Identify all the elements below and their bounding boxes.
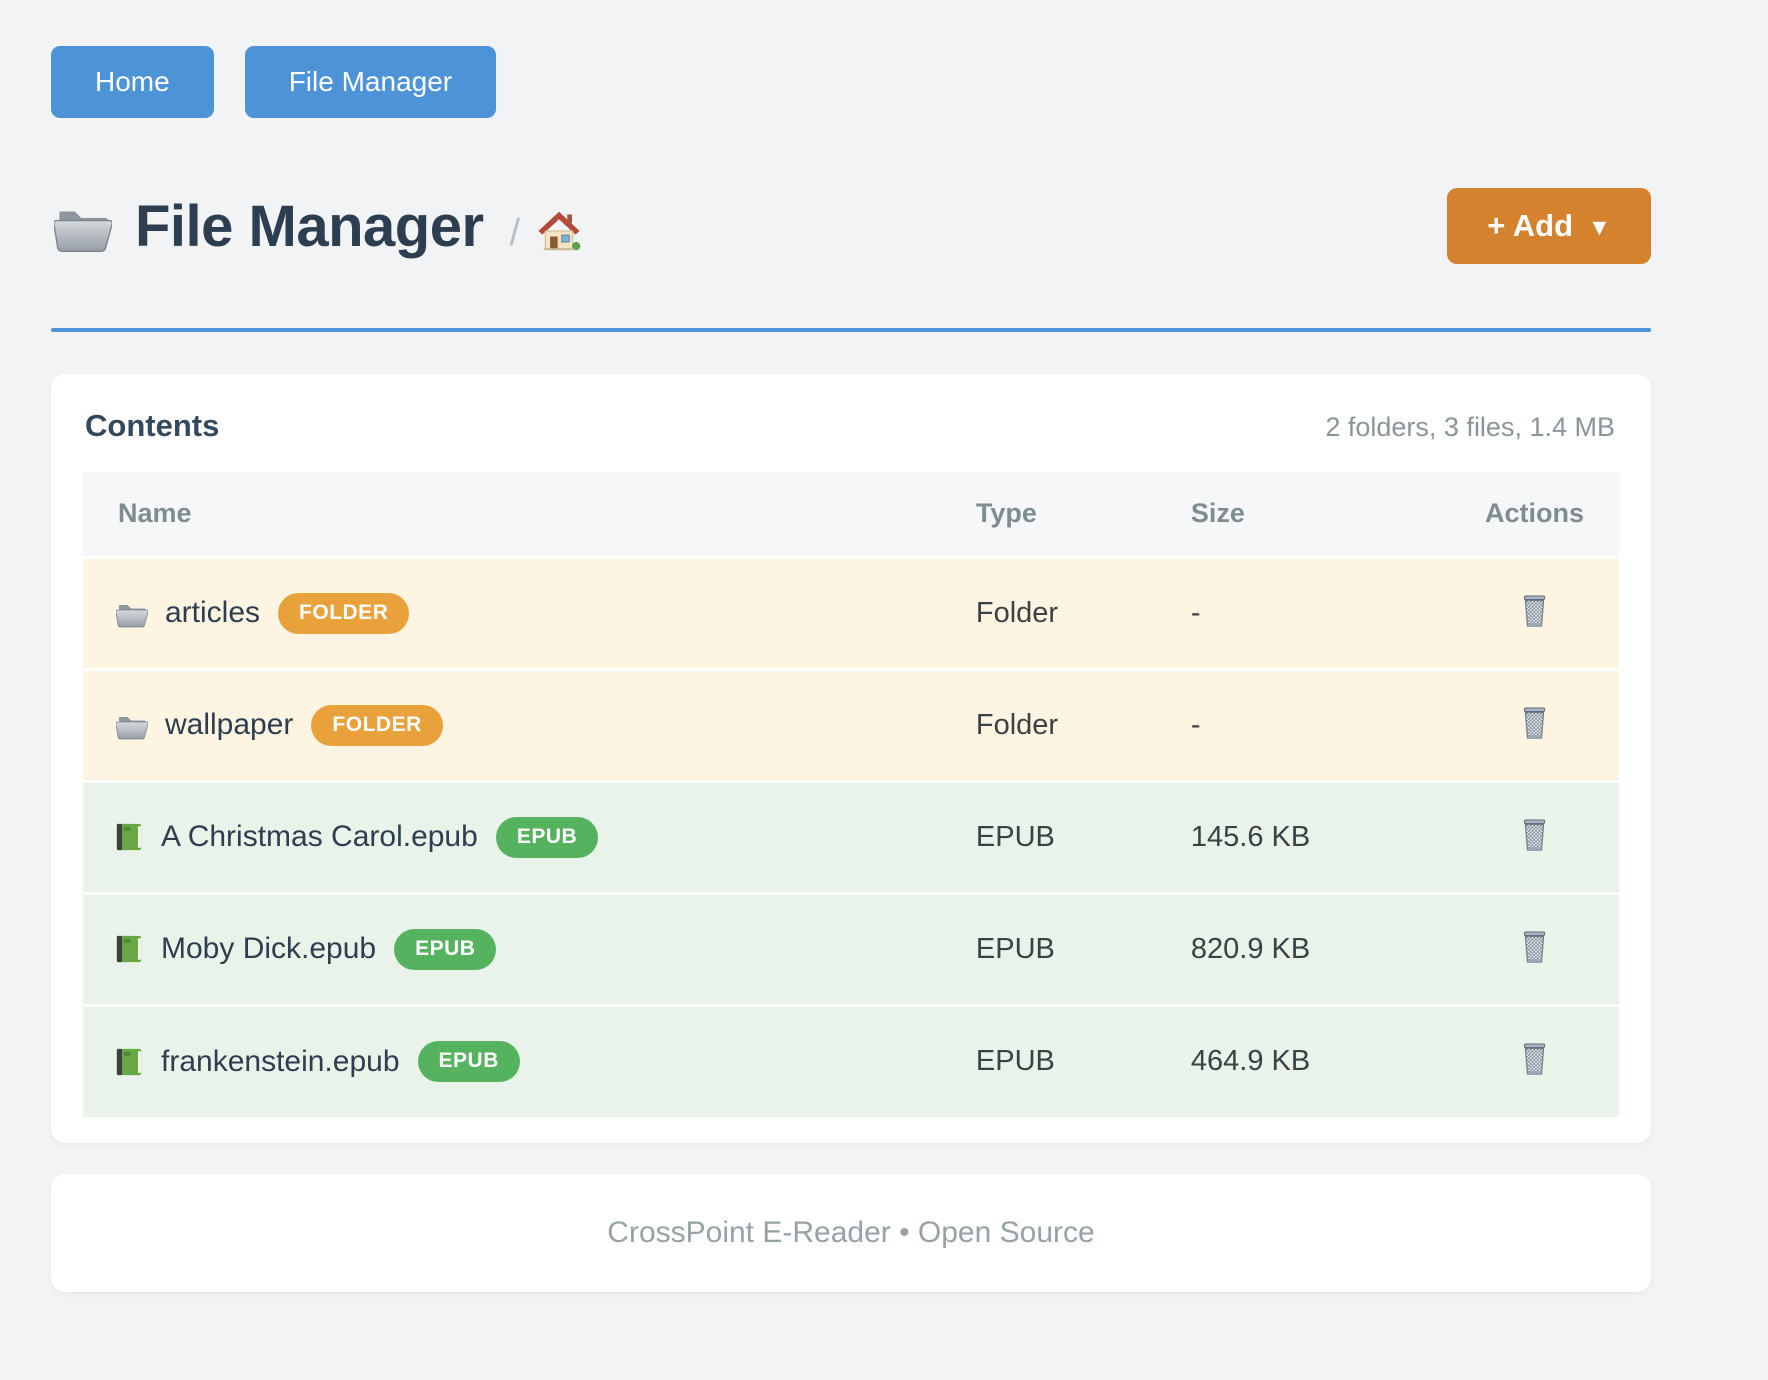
- column-header-actions: Actions: [1450, 472, 1619, 557]
- column-header-size: Size: [1188, 472, 1451, 557]
- file-type: EPUB: [973, 1003, 1189, 1117]
- book-icon: [115, 1046, 145, 1078]
- file-table: Name Type Size Actions articles FOLDER F…: [83, 472, 1619, 1117]
- delete-button[interactable]: [1518, 705, 1551, 741]
- contents-summary: 2 folders, 3 files, 1.4 MB: [1325, 412, 1615, 442]
- table-header-row: Name Type Size Actions: [83, 472, 1619, 557]
- file-size: 145.6 KB: [1188, 779, 1451, 893]
- add-button-label: + Add: [1487, 208, 1574, 243]
- file-type-badge: FOLDER: [311, 704, 443, 746]
- page: Home File Manager File Manager / + Add ▼…: [51, 0, 1651, 1292]
- table-row: articles FOLDER Folder -: [83, 555, 1619, 669]
- file-type: Folder: [973, 555, 1189, 669]
- folder-icon: [115, 709, 149, 741]
- file-name[interactable]: Moby Dick.epub: [161, 932, 377, 965]
- delete-button[interactable]: [1518, 929, 1551, 965]
- page-title: File Manager: [135, 193, 484, 259]
- file-name[interactable]: A Christmas Carol.epub: [161, 820, 478, 853]
- footer: CrossPoint E-Reader • Open Source: [51, 1174, 1651, 1292]
- contents-title: Contents: [85, 408, 220, 443]
- file-type: EPUB: [973, 779, 1189, 893]
- table-row: wallpaper FOLDER Folder -: [83, 667, 1619, 781]
- file-type-badge: EPUB: [394, 928, 497, 970]
- column-header-name: Name: [83, 472, 974, 557]
- file-type-badge: FOLDER: [278, 592, 410, 634]
- delete-button[interactable]: [1518, 817, 1551, 853]
- contents-card-header: Contents 2 folders, 3 files, 1.4 MB: [83, 402, 1619, 444]
- header-divider: [51, 328, 1651, 332]
- file-type-badge: EPUB: [417, 1041, 520, 1083]
- page-header: File Manager / + Add ▼: [51, 180, 1651, 272]
- file-name[interactable]: frankenstein.epub: [161, 1044, 400, 1078]
- home-button[interactable]: Home: [51, 46, 214, 118]
- file-name[interactable]: wallpaper: [165, 708, 294, 741]
- file-type: EPUB: [973, 891, 1189, 1005]
- breadcrumb-separator: /: [509, 211, 521, 254]
- caret-down-icon: ▼: [1588, 214, 1611, 240]
- column-header-type: Type: [973, 472, 1189, 557]
- table-row: frankenstein.epub EPUB EPUB 464.9 KB: [83, 1003, 1619, 1117]
- add-button[interactable]: + Add ▼: [1447, 188, 1651, 264]
- file-size: 820.9 KB: [1188, 891, 1451, 1005]
- file-size: -: [1188, 667, 1451, 781]
- folder-icon: [115, 597, 149, 629]
- file-size: 464.9 KB: [1188, 1003, 1451, 1117]
- delete-button[interactable]: [1518, 593, 1551, 629]
- book-icon: [115, 821, 145, 853]
- file-size: -: [1188, 555, 1451, 669]
- file-name[interactable]: articles: [165, 596, 261, 629]
- file-table-body: articles FOLDER Folder - wallpaper FOLDE…: [83, 555, 1619, 1117]
- folder-icon: [51, 197, 115, 255]
- file-type-badge: EPUB: [495, 816, 599, 858]
- file-type: Folder: [973, 667, 1189, 781]
- footer-text: CrossPoint E-Reader • Open Source: [607, 1216, 1095, 1249]
- delete-button[interactable]: [1518, 1041, 1551, 1077]
- house-icon[interactable]: [536, 209, 582, 253]
- top-navigation: Home File Manager: [51, 0, 1651, 118]
- file-manager-button[interactable]: File Manager: [244, 46, 497, 118]
- book-icon: [115, 933, 145, 965]
- table-row: Moby Dick.epub EPUB EPUB 820.9 KB: [83, 891, 1619, 1005]
- table-row: A Christmas Carol.epub EPUB EPUB 145.6 K…: [83, 779, 1619, 893]
- contents-card: Contents 2 folders, 3 files, 1.4 MB Name…: [51, 374, 1651, 1143]
